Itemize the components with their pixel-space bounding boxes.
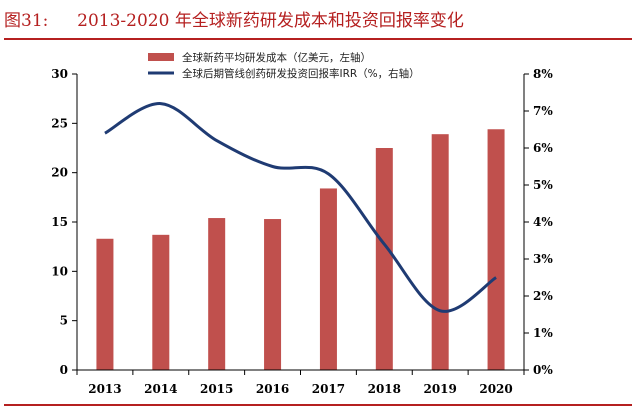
y-right-tick-label: 7% xyxy=(533,104,553,118)
y-right-tick-label: 1% xyxy=(533,326,553,340)
y-left-tick-label: 30 xyxy=(51,67,68,81)
x-tick-label-2013: 2013 xyxy=(88,382,121,396)
x-tick-label-2016: 2016 xyxy=(256,382,289,396)
y-left-tick-label: 5 xyxy=(60,314,68,328)
bar-2013 xyxy=(96,238,114,370)
y-right-tick-label: 6% xyxy=(533,141,553,155)
x-tick-label-2017: 2017 xyxy=(312,382,345,396)
y-right-tick-label: 2% xyxy=(533,289,553,303)
y-left-tick-label: 0 xyxy=(60,363,68,377)
y-right-tick-label: 5% xyxy=(533,178,553,192)
legend-bar-label: 全球新药平均研发成本（亿美元，左轴） xyxy=(182,51,371,64)
figure-title-text: 2013-2020 年全球新药研发成本和投资回报率变化 xyxy=(77,11,464,31)
legend-line-label: 全球后期管线创药研发投资回报率IRR（%，右轴） xyxy=(182,67,420,80)
line-layer xyxy=(104,102,497,313)
y-right-tick-label: 3% xyxy=(533,252,553,266)
y-right-tick-label: 0% xyxy=(533,363,553,377)
bar-2015 xyxy=(208,218,226,370)
y-left-tick-label: 25 xyxy=(51,116,68,130)
bars-layer xyxy=(96,129,505,370)
x-tick-label-2020: 2020 xyxy=(479,382,512,396)
legend: 全球新药平均研发成本（亿美元，左轴） 全球后期管线创药研发投资回报率IRR（%，… xyxy=(148,51,420,80)
y-left-tick-label: 20 xyxy=(51,166,68,180)
x-tick-label-2015: 2015 xyxy=(200,382,233,396)
bar-2016 xyxy=(264,219,282,370)
bar-2018 xyxy=(375,148,393,370)
bar-2019 xyxy=(431,134,449,370)
bar-2014 xyxy=(152,234,170,370)
x-tick-label-2014: 2014 xyxy=(144,382,177,396)
bar-2017 xyxy=(319,188,337,370)
y-right-tick-label: 8% xyxy=(533,67,553,81)
figure-label: 图31: xyxy=(4,11,49,31)
y-right-tick-label: 4% xyxy=(533,215,553,229)
x-tick-label-2018: 2018 xyxy=(368,382,401,396)
x-tick-label-2019: 2019 xyxy=(423,382,456,396)
figure-title: 图31: 2013-2020 年全球新药研发成本和投资回报率变化 xyxy=(4,6,632,34)
axes-layer: 0 5 10 15 20 25 30 0% 1% 2% 3% 4% 5% 6% 7% 8% 2013 2014 20… xyxy=(51,67,553,396)
legend-bar-swatch xyxy=(148,53,174,61)
title-divider xyxy=(4,38,632,40)
y-left-tick-label: 15 xyxy=(51,215,68,229)
bar-2020 xyxy=(487,129,505,370)
bottom-divider xyxy=(4,404,632,406)
y-left-tick-label: 10 xyxy=(51,264,68,278)
irr-line xyxy=(104,102,497,313)
